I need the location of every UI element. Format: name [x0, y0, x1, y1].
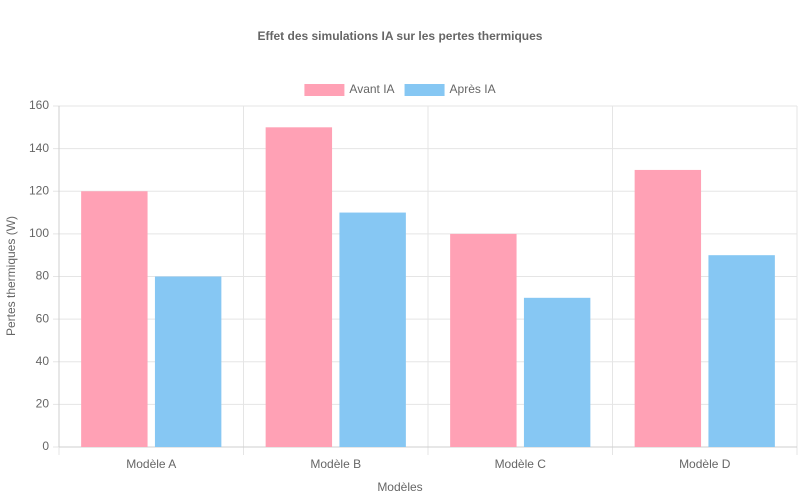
y-tick-label: 100 — [29, 226, 49, 240]
x-tick-label: Modèle D — [679, 457, 731, 471]
x-tick-label: Modèle A — [126, 457, 176, 471]
bar — [265, 127, 333, 447]
x-axis-label: Modèles — [377, 480, 422, 494]
bar — [634, 169, 702, 447]
y-tick-label: 40 — [36, 354, 50, 368]
bar — [154, 276, 222, 447]
x-tick-label: Modèle B — [310, 457, 361, 471]
y-tick-label: 60 — [36, 311, 50, 325]
y-tick-label: 160 — [29, 98, 49, 112]
legend-label: Après IA — [450, 82, 496, 96]
chart-title: Effet des simulations IA sur les pertes … — [258, 29, 543, 43]
y-tick-label: 20 — [36, 397, 50, 411]
legend-swatch — [404, 84, 445, 96]
bar — [523, 297, 591, 447]
bar — [339, 212, 406, 447]
legend-label: Avant IA — [349, 82, 394, 96]
y-tick-label: 0 — [42, 439, 49, 453]
bar — [81, 191, 148, 447]
y-tick-label: 80 — [36, 269, 50, 283]
y-tick-label: 140 — [29, 141, 49, 155]
x-tick-label: Modèle C — [495, 457, 547, 471]
legend-swatch — [304, 84, 345, 96]
bar — [450, 233, 517, 447]
y-axis-label: Pertes thermiques (W) — [4, 216, 18, 336]
bar — [708, 255, 775, 447]
y-tick-label: 120 — [29, 183, 49, 197]
